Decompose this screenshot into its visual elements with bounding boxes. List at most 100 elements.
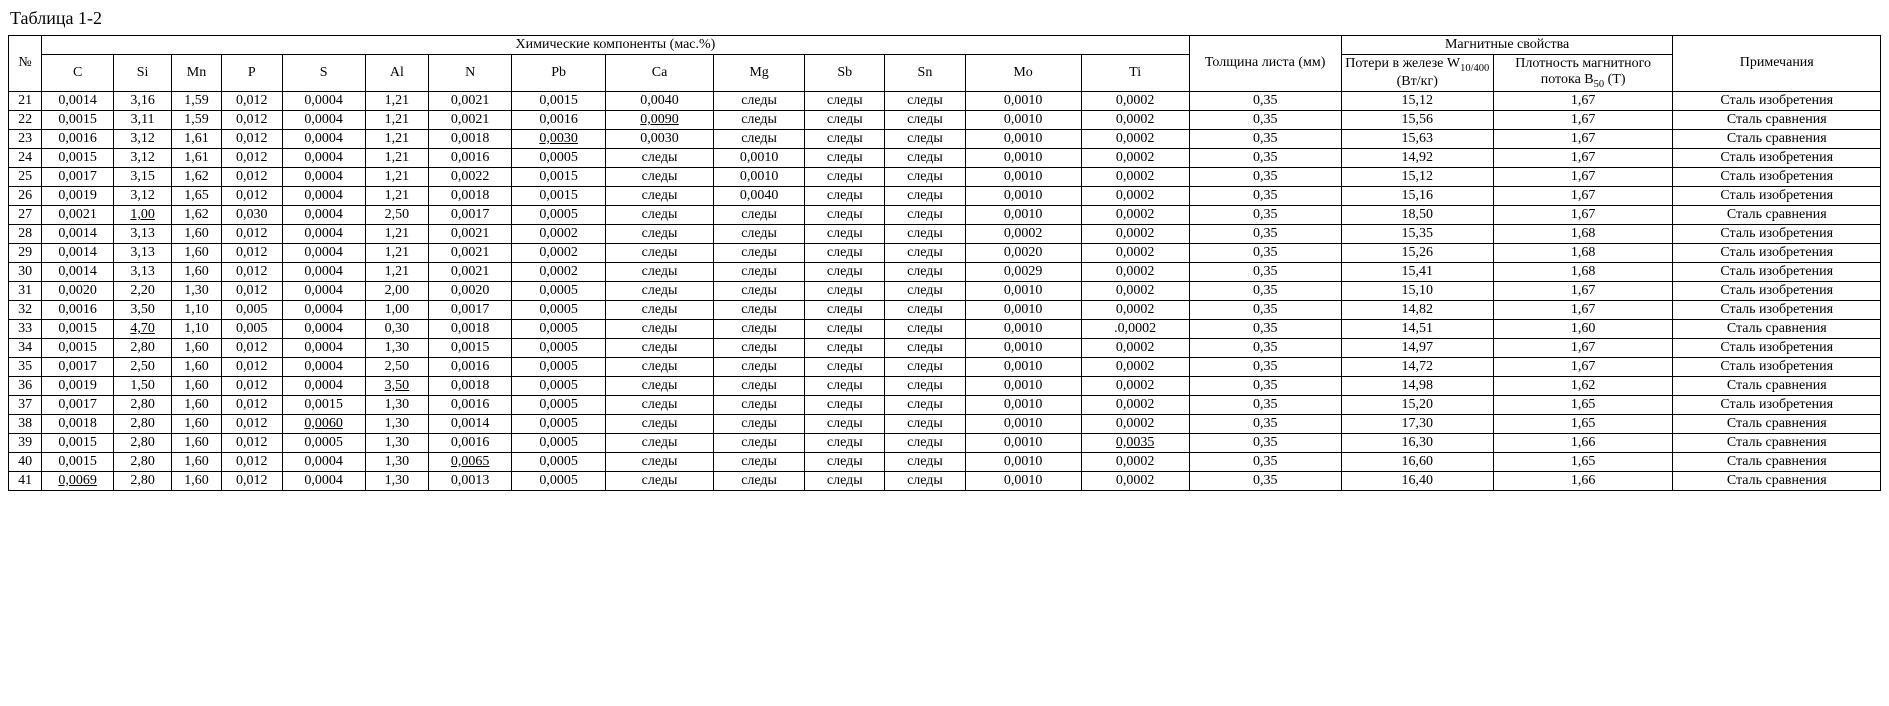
header-B-pre: Плотность магнитного потока B: [1515, 56, 1651, 87]
cell-S: 0,0004: [282, 357, 365, 376]
cell-rem: Сталь сравнения: [1673, 376, 1881, 395]
cell-Mn: 1,61: [172, 129, 222, 148]
cell-B: 1,67: [1493, 148, 1673, 167]
cell-Si: 1,00: [114, 205, 172, 224]
cell-Ca: следы: [606, 300, 714, 319]
cell-C: 0,0016: [42, 300, 114, 319]
cell-Sb: следы: [805, 224, 885, 243]
cell-P: 0,012: [221, 186, 282, 205]
cell-W: 15,12: [1341, 91, 1493, 110]
cell-W: 15,63: [1341, 129, 1493, 148]
cell-rem: Сталь изобретения: [1673, 186, 1881, 205]
cell-th: 0,35: [1189, 319, 1341, 338]
cell-th: 0,35: [1189, 129, 1341, 148]
cell-N: 0,0020: [429, 281, 512, 300]
cell-Al: 1,21: [365, 224, 429, 243]
cell-Mg: следы: [713, 110, 804, 129]
table-row: 360,00191,501,600,0120,00043,500,00180,0…: [9, 376, 1881, 395]
cell-Ti: 0,0002: [1081, 167, 1189, 186]
cell-Si: 4,70: [114, 319, 172, 338]
cell-rem: Сталь сравнения: [1673, 452, 1881, 471]
header-Mo: Mo: [965, 55, 1081, 92]
cell-rem: Сталь сравнения: [1673, 205, 1881, 224]
cell-Ca: следы: [606, 262, 714, 281]
cell-Mn: 1,30: [172, 281, 222, 300]
header-B: Плотность магнитного потока B50 (T): [1493, 55, 1673, 92]
cell-B: 1,65: [1493, 395, 1673, 414]
cell-Al: 1,30: [365, 414, 429, 433]
cell-Ca: следы: [606, 395, 714, 414]
cell-Ca: следы: [606, 414, 714, 433]
data-table: № Химические компоненты (мас.%) Толщина …: [8, 35, 1881, 491]
cell-S: 0,0004: [282, 224, 365, 243]
cell-Pb: 0,0016: [512, 110, 606, 129]
cell-Ti: 0,0002: [1081, 357, 1189, 376]
cell-Mg: следы: [713, 357, 804, 376]
cell-S: 0,0004: [282, 338, 365, 357]
table-row: 240,00153,121,610,0120,00041,210,00160,0…: [9, 148, 1881, 167]
cell-W: 15,12: [1341, 167, 1493, 186]
cell-Sb: следы: [805, 186, 885, 205]
cell-Mn: 1,60: [172, 395, 222, 414]
cell-Mg: следы: [713, 224, 804, 243]
header-thickness: Толщина листа (мм): [1189, 36, 1341, 92]
cell-Pb: 0,0002: [512, 224, 606, 243]
cell-Mo: 0,0010: [965, 205, 1081, 224]
cell-Pb: 0,0005: [512, 414, 606, 433]
cell-rem: Сталь изобретения: [1673, 167, 1881, 186]
cell-Mn: 1,62: [172, 167, 222, 186]
cell-C: 0,0021: [42, 205, 114, 224]
cell-Sb: следы: [805, 129, 885, 148]
cell-num: 25: [9, 167, 42, 186]
cell-S: 0,0004: [282, 110, 365, 129]
cell-N: 0,0015: [429, 338, 512, 357]
cell-Pb: 0,0005: [512, 319, 606, 338]
table-row: 380,00182,801,600,0120,00601,300,00140,0…: [9, 414, 1881, 433]
cell-C: 0,0014: [42, 91, 114, 110]
cell-S: 0,0004: [282, 167, 365, 186]
header-num: №: [9, 36, 42, 92]
cell-Si: 3,13: [114, 243, 172, 262]
cell-Mg: следы: [713, 471, 804, 490]
cell-Al: 1,21: [365, 148, 429, 167]
header-Ca: Ca: [606, 55, 714, 92]
cell-B: 1,67: [1493, 167, 1673, 186]
cell-C: 0,0017: [42, 167, 114, 186]
cell-Pb: 0,0015: [512, 186, 606, 205]
cell-Sn: следы: [885, 357, 965, 376]
cell-Mo: 0,0029: [965, 262, 1081, 281]
cell-W: 14,98: [1341, 376, 1493, 395]
cell-Mo: 0,0010: [965, 395, 1081, 414]
cell-W: 14,82: [1341, 300, 1493, 319]
cell-num: 31: [9, 281, 42, 300]
cell-Mg: следы: [713, 414, 804, 433]
cell-Sn: следы: [885, 338, 965, 357]
cell-Al: 1,21: [365, 186, 429, 205]
header-Sn: Sn: [885, 55, 965, 92]
cell-Sb: следы: [805, 395, 885, 414]
cell-num: 37: [9, 395, 42, 414]
cell-rem: Сталь изобретения: [1673, 300, 1881, 319]
cell-B: 1,66: [1493, 433, 1673, 452]
cell-Ti: 0,0002: [1081, 186, 1189, 205]
cell-B: 1,68: [1493, 262, 1673, 281]
cell-Al: 1,21: [365, 129, 429, 148]
cell-Si: 2,80: [114, 433, 172, 452]
cell-num: 22: [9, 110, 42, 129]
cell-Si: 3,13: [114, 262, 172, 281]
cell-Si: 2,80: [114, 452, 172, 471]
cell-Mn: 1,59: [172, 91, 222, 110]
cell-Ca: 0,0040: [606, 91, 714, 110]
cell-Sn: следы: [885, 262, 965, 281]
cell-P: 0,012: [221, 262, 282, 281]
cell-Sb: следы: [805, 376, 885, 395]
cell-B: 1,67: [1493, 338, 1673, 357]
cell-num: 40: [9, 452, 42, 471]
cell-N: 0,0018: [429, 319, 512, 338]
cell-th: 0,35: [1189, 338, 1341, 357]
cell-rem: Сталь изобретения: [1673, 148, 1881, 167]
cell-Sb: следы: [805, 110, 885, 129]
cell-N: 0,0018: [429, 376, 512, 395]
cell-N: 0,0018: [429, 186, 512, 205]
cell-Mn: 1,60: [172, 433, 222, 452]
